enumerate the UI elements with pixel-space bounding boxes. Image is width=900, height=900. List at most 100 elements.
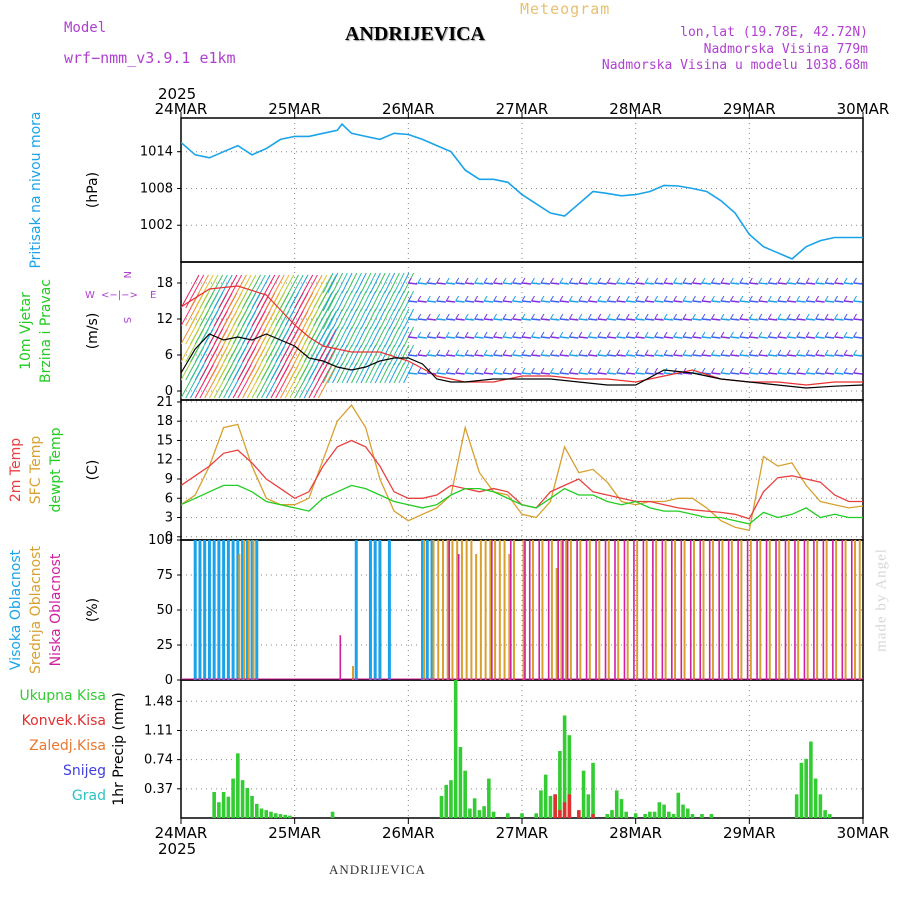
wind-barb: [531, 354, 541, 357]
wind-barb: [588, 336, 598, 339]
wind-barb: [645, 300, 655, 303]
dewpt-temp-line: [181, 484, 863, 525]
y-tick-label: 21: [156, 395, 173, 410]
wind-barb: [682, 318, 693, 321]
wind-barb: [465, 300, 475, 303]
wind-barb: [464, 313, 469, 320]
wind-barb: [654, 372, 664, 375]
wind-barb: [332, 362, 344, 384]
wind-barb: [616, 349, 621, 356]
wind-barb: [568, 331, 573, 338]
wind-barb: [635, 295, 640, 302]
cloud-bar: [547, 540, 550, 680]
wind-barb: [607, 372, 617, 375]
wind-barb: [673, 331, 677, 338]
wind-barb: [502, 282, 513, 285]
wind-barb: [720, 354, 730, 357]
wind-barb: [493, 282, 503, 285]
wind-barb: [853, 367, 857, 374]
elevation-label: Nadmorska Visina 779m: [703, 42, 868, 57]
unit-label: (m/s): [85, 313, 101, 350]
wind-barb: [806, 354, 816, 357]
wind-barb: [806, 372, 816, 375]
wind-barb: [664, 282, 674, 285]
wind-barb: [355, 272, 367, 294]
wind-barb: [336, 362, 348, 384]
compass-arrows: <−|−>: [101, 290, 138, 301]
wind-barb: [427, 300, 437, 303]
side-label: SFC Temp: [28, 436, 44, 505]
cloud-bar: [825, 540, 828, 680]
wind-barb: [388, 308, 400, 330]
precip-bar: [254, 803, 259, 818]
wind-barb: [256, 274, 276, 309]
cloud-bar: [425, 540, 429, 680]
wind-barb: [280, 274, 299, 309]
wind-barb: [185, 274, 205, 309]
precip-bar: [236, 753, 240, 818]
wind-barb: [512, 336, 522, 339]
wind-barb: [692, 318, 702, 321]
wind-barb: [346, 272, 358, 294]
wind-barb: [786, 277, 791, 284]
wind-barb: [616, 313, 621, 320]
wind-barb: [493, 295, 498, 302]
wind-barb: [663, 331, 668, 338]
wind-barb: [673, 282, 683, 285]
wind-barb: [465, 354, 475, 357]
product-title: Meteogram: [520, 0, 611, 18]
cloud-bar: [226, 540, 230, 680]
wind-barb: [673, 349, 677, 356]
wind-barb: [625, 277, 630, 284]
wind-barb: [346, 290, 358, 312]
wind-barb: [786, 349, 791, 356]
wind-barb: [597, 367, 602, 374]
x-tick-label-bottom: 26MAR: [382, 824, 435, 842]
cloud-bar: [562, 540, 564, 680]
wind-barb: [540, 354, 551, 357]
wind-barb: [493, 354, 503, 357]
cloud-bar: [683, 540, 686, 680]
wind-barb: [758, 367, 763, 374]
year-label-top: 2025: [158, 85, 196, 103]
cloud-bar: [503, 540, 506, 680]
wind-barb: [597, 277, 602, 284]
wind-barb: [365, 290, 377, 312]
wind-barb: [540, 277, 545, 284]
wind-barb: [568, 349, 573, 356]
wind-barb: [805, 349, 810, 356]
wind-barb: [417, 277, 422, 284]
wind-barb: [815, 318, 825, 321]
wind-barb: [181, 274, 200, 309]
wind-barb: [673, 354, 683, 357]
wind-barb: [748, 349, 753, 356]
wind-barb: [625, 295, 630, 302]
precip-bar: [709, 814, 714, 818]
wind-barb: [407, 277, 412, 284]
wind-barb: [739, 277, 744, 284]
wind-barb: [455, 349, 460, 356]
wind-barb: [313, 364, 333, 399]
cloud-bar: [541, 540, 544, 680]
wind-barb: [606, 313, 611, 320]
precip-bar: [278, 814, 283, 818]
wind-barb: [834, 349, 839, 356]
wind-barb: [465, 318, 475, 321]
wind-barb: [407, 367, 412, 374]
wind-barb: [796, 313, 801, 320]
precip-bar: [681, 804, 685, 818]
wind-barb: [578, 336, 588, 339]
wind-barb: [427, 282, 437, 285]
wind-barb: [787, 336, 797, 339]
wind-barb: [336, 308, 348, 330]
wind-barb: [663, 349, 668, 356]
wind-barb: [408, 336, 418, 339]
wind-barb: [559, 354, 569, 357]
wind-barb: [351, 272, 362, 294]
wind-barb: [578, 372, 588, 375]
wind-barb: [758, 318, 768, 321]
y-tick-label: 6: [165, 348, 173, 363]
cloud-bar: [607, 540, 610, 680]
wind-barb: [834, 318, 844, 321]
cloud-bar: [423, 540, 426, 680]
